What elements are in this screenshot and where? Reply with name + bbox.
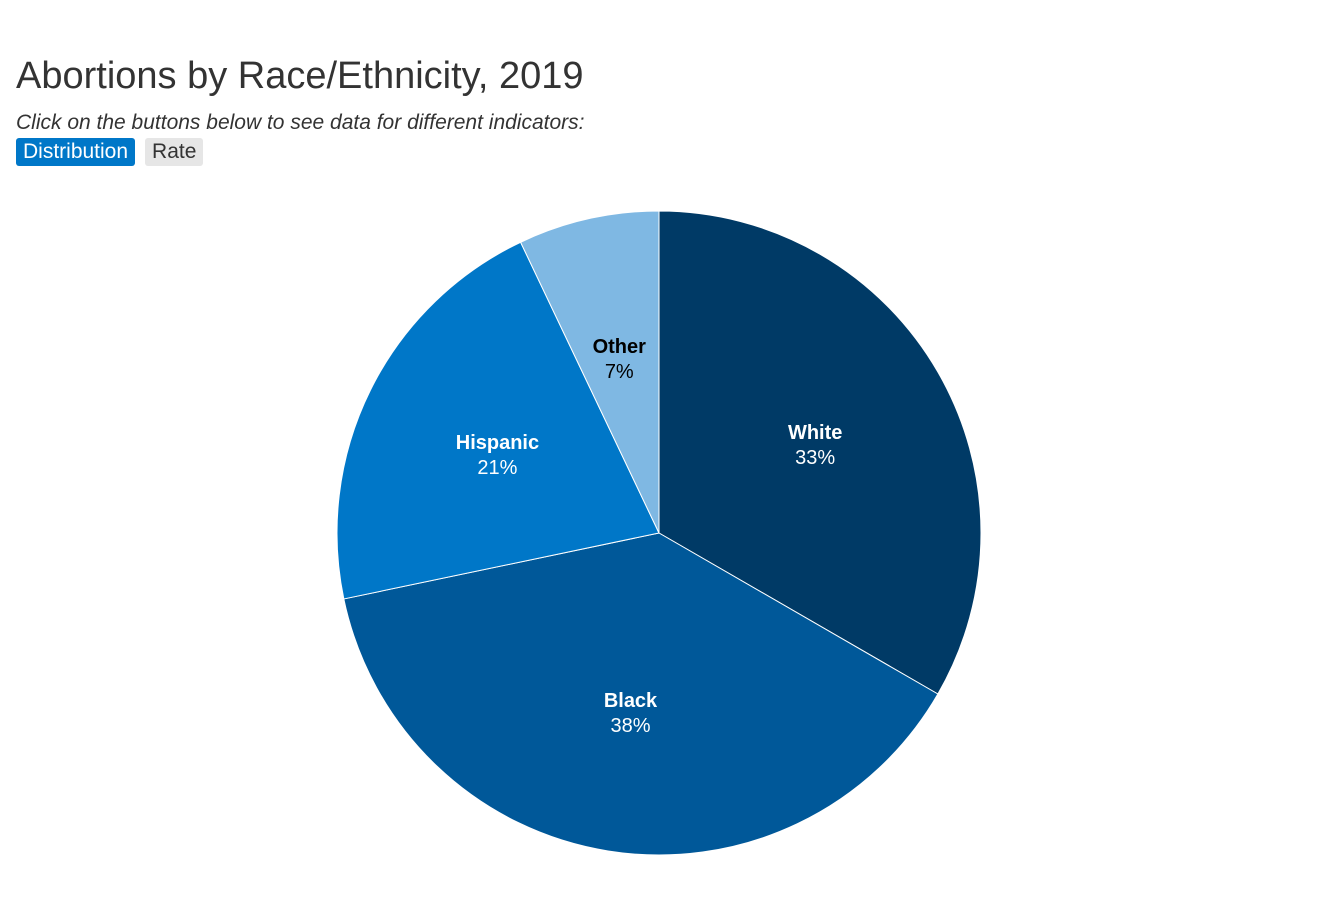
chart-subtitle: Click on the buttons below to see data f… (16, 111, 585, 134)
rate-button[interactable]: Rate (145, 138, 204, 166)
slice-value-white: 33% (795, 447, 835, 469)
page-title: Abortions by Race/Ethnicity, 2019 (16, 55, 584, 97)
slice-label-other: Other (593, 336, 647, 358)
chart-header: Abortions by Race/Ethnicity, 2019 Click … (16, 52, 585, 166)
pie-slice-white[interactable] (658, 210, 982, 695)
pie-slice-other[interactable] (519, 210, 660, 534)
indicator-toggle: Distribution Rate (16, 138, 585, 166)
distribution-button[interactable]: Distribution (16, 138, 136, 166)
slice-value-black: 38% (610, 715, 650, 737)
pie-slice-hispanic[interactable] (336, 241, 660, 600)
slice-value-hispanic: 21% (477, 457, 517, 479)
slice-label-hispanic: Hispanic (456, 432, 539, 454)
slice-label-black: Black (604, 690, 658, 712)
slice-label-white: White (788, 422, 842, 444)
pie-slice-black[interactable] (343, 532, 939, 856)
slice-labels: White 33% Black 38% Hispanic 21% Other 7% (456, 336, 843, 737)
slice-value-other: 7% (605, 361, 634, 383)
